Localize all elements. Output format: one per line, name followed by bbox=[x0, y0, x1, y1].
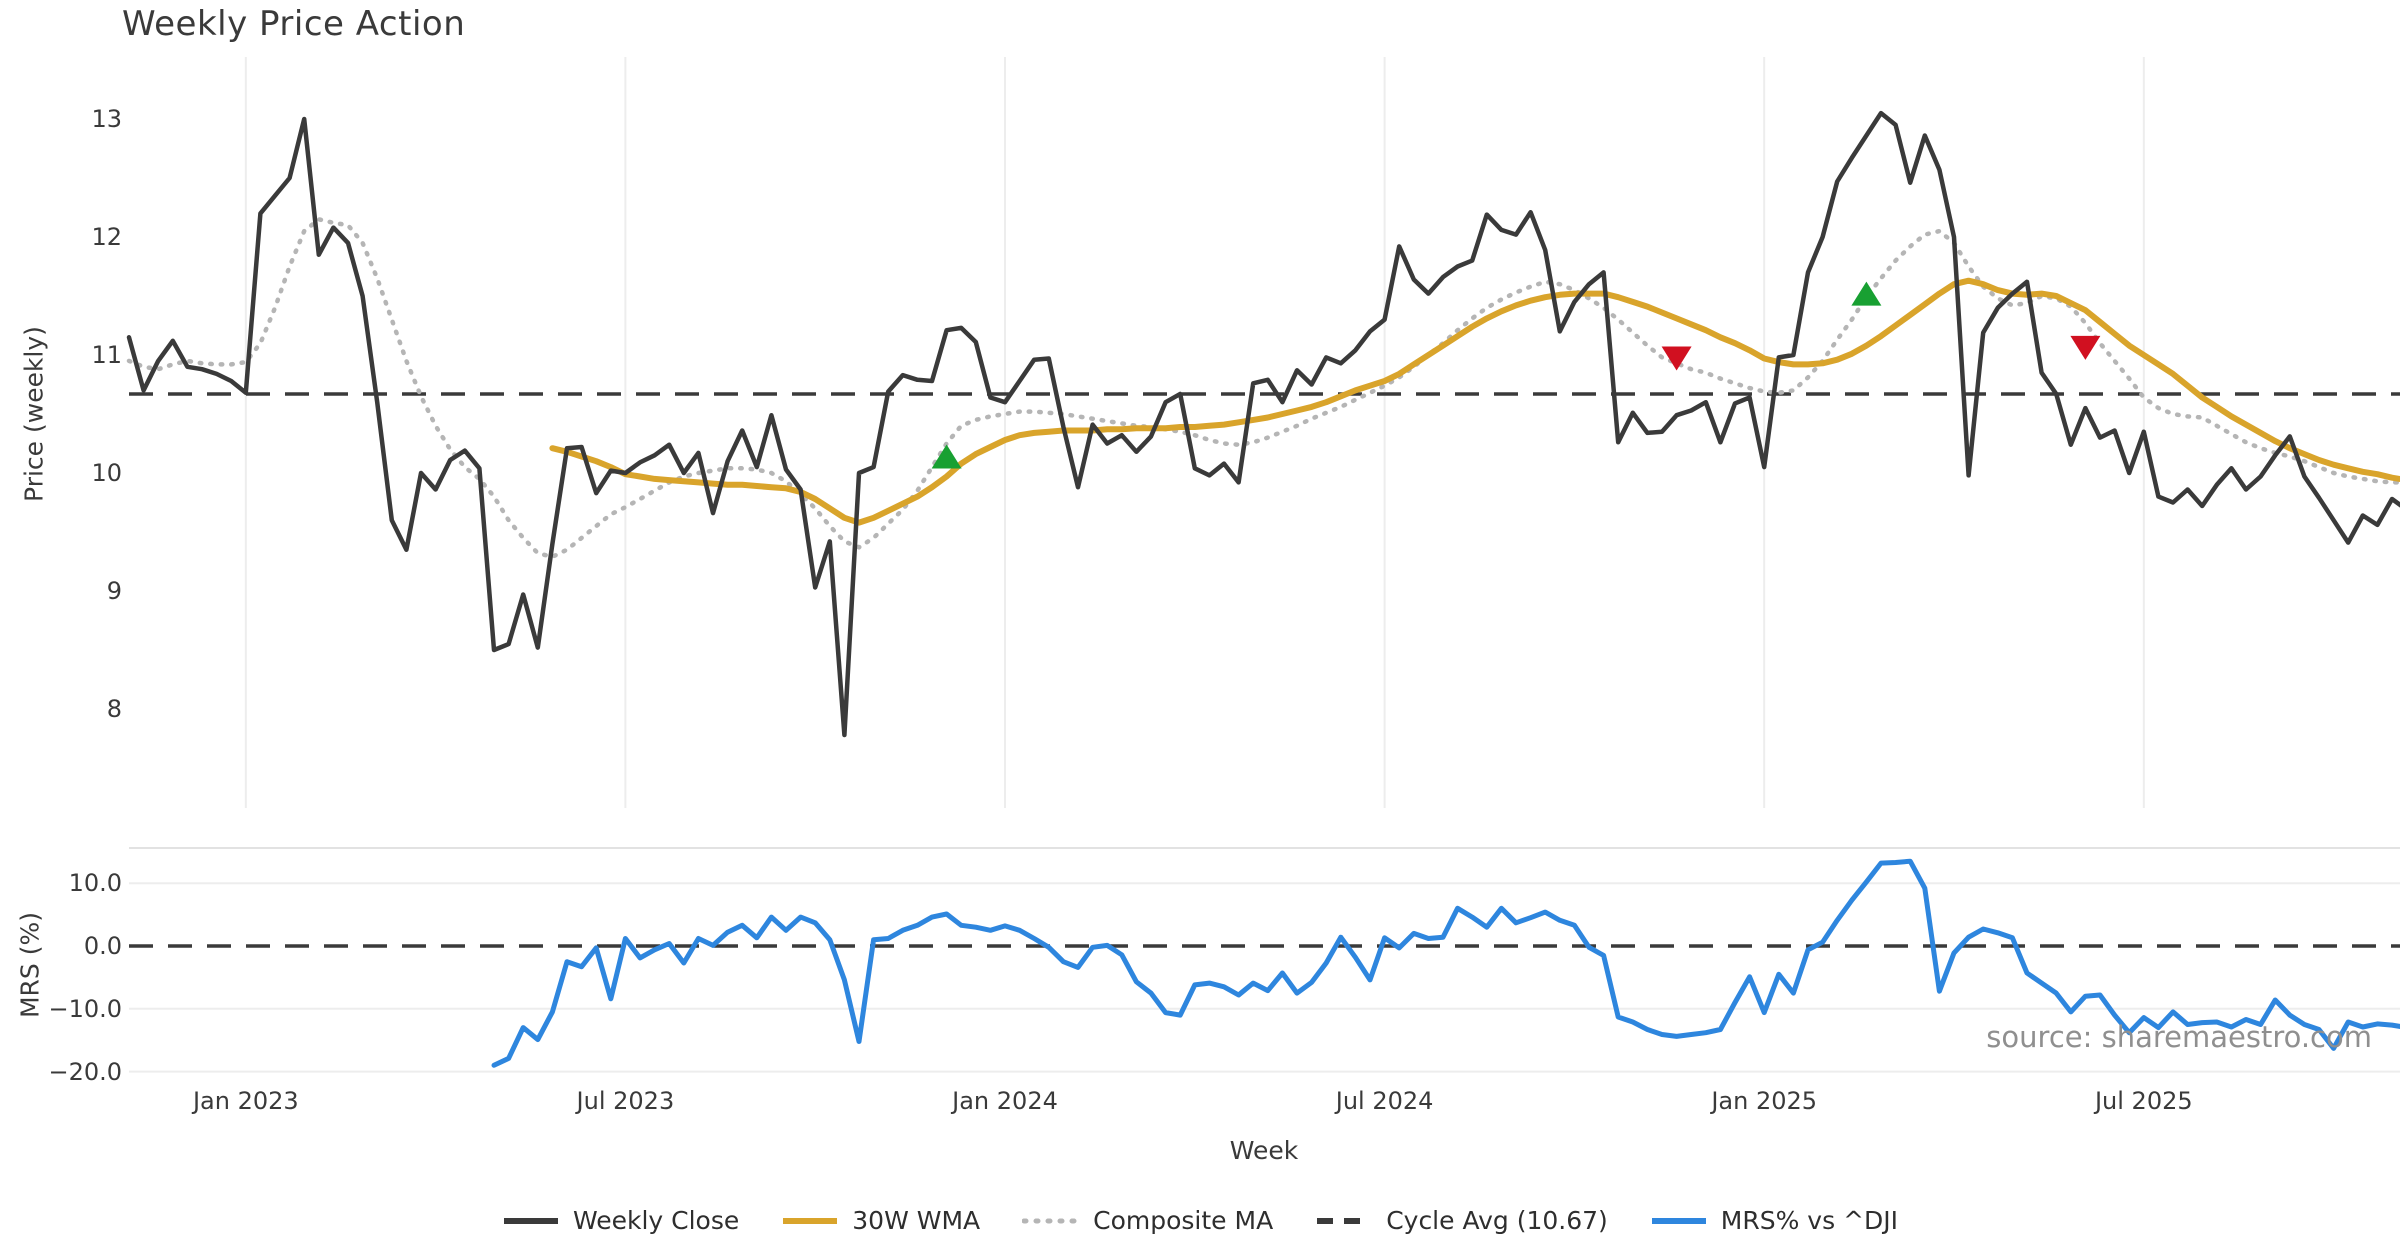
xtick-jul-2023: Jul 2023 bbox=[576, 1087, 675, 1115]
mrs-ytick-0: 10.0 bbox=[68, 869, 122, 898]
price-ytick-9: 9 bbox=[106, 577, 122, 605]
legend-label: Weekly Close bbox=[572, 1206, 740, 1235]
mrs-ytick-1: 0.0 bbox=[83, 932, 122, 960]
price-ytick-11: 11 bbox=[91, 341, 122, 369]
buy-marker-2 bbox=[1851, 281, 1882, 306]
composite-ma-line bbox=[126, 217, 2400, 560]
price-ytick-13: 13 bbox=[91, 105, 122, 133]
legend-item-cycle-avg-10-67-[interactable]: Cycle Avg (10.67) bbox=[1315, 1206, 1608, 1235]
xtick-jan-2023: Jan 2023 bbox=[192, 1087, 299, 1115]
xtick-jul-2025: Jul 2025 bbox=[2094, 1087, 2193, 1115]
weekly-close-line bbox=[126, 110, 2400, 738]
buy-marker-0 bbox=[931, 444, 962, 469]
legend-item-weekly-close[interactable]: Weekly Close bbox=[502, 1206, 739, 1235]
legend-swatch-icon bbox=[1317, 1217, 1372, 1224]
xtick-jul-2024: Jul 2024 bbox=[1335, 1087, 1434, 1115]
price-ytick-8: 8 bbox=[106, 695, 122, 723]
x-axis-label: Week bbox=[1229, 1136, 1299, 1165]
sell-marker-1 bbox=[1661, 346, 1692, 371]
legend-item-mrs-vs-dji[interactable]: MRS% vs ^DJI bbox=[1650, 1206, 1898, 1235]
source-watermark: source: sharemaestro.com bbox=[1986, 1020, 2372, 1054]
legend-swatch-icon bbox=[1651, 1217, 1706, 1224]
legend-item-30w-wma[interactable]: 30W WMA bbox=[781, 1206, 980, 1235]
legend-swatch-icon bbox=[503, 1217, 558, 1224]
legend-label: 30W WMA bbox=[852, 1206, 981, 1235]
mrs-line bbox=[491, 858, 2400, 1068]
mrs-ytick-2: −10.0 bbox=[48, 994, 122, 1023]
legend: Weekly Close 30W WMA Composite MA Cycle Avg… bbox=[0, 1206, 2400, 1235]
legend-swatch-icon bbox=[783, 1217, 838, 1224]
wma-line bbox=[549, 277, 2400, 526]
price-ytick-10: 10 bbox=[91, 459, 122, 487]
xtick-jan-2025: Jan 2025 bbox=[1711, 1087, 1818, 1115]
sell-marker-3 bbox=[2070, 335, 2101, 360]
xtick-jan-2024: Jan 2024 bbox=[952, 1087, 1058, 1115]
legend-label: Composite MA bbox=[1093, 1206, 1274, 1235]
legend-label: MRS% vs ^DJI bbox=[1720, 1206, 1899, 1235]
mrs-ytick-3: −20.0 bbox=[48, 1057, 122, 1086]
legend-item-composite-ma[interactable]: Composite MA bbox=[1022, 1206, 1273, 1235]
chart-title: Weekly Price Action bbox=[122, 4, 466, 44]
legend-swatch-icon bbox=[1022, 1218, 1081, 1223]
legend-label: Cycle Avg (10.67) bbox=[1386, 1206, 1608, 1235]
price-ytick-12: 12 bbox=[91, 223, 122, 251]
